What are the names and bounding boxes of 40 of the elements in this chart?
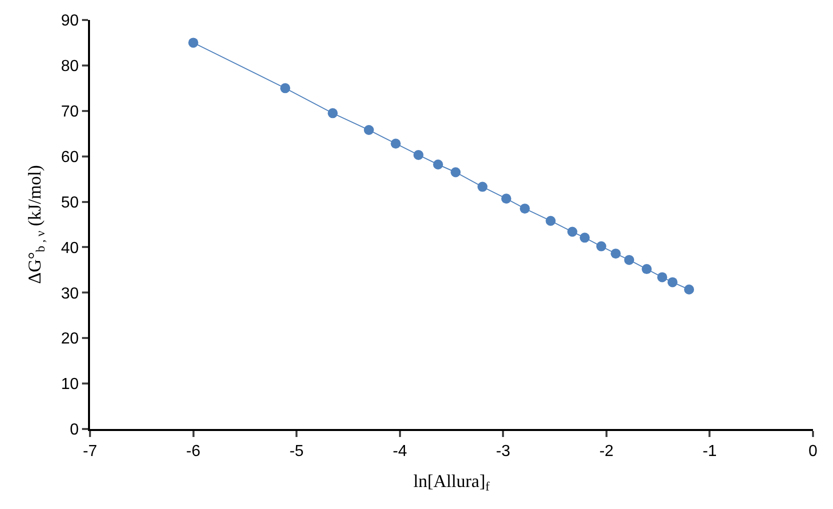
point: [596, 241, 606, 252]
x-tick-label: -5: [289, 443, 304, 460]
point: [280, 83, 290, 94]
x-tick-label: -3: [496, 443, 510, 460]
point: [390, 138, 401, 149]
x-tick-label: -7: [82, 443, 98, 460]
y-tick-label: 90: [61, 12, 79, 30]
point: [684, 284, 694, 294]
y-tick-label: 50: [61, 194, 79, 212]
x-tick-label: -4: [392, 443, 408, 460]
y-tick-label: 70: [61, 103, 79, 120]
point: [188, 38, 198, 48]
y-tick-label: 60: [61, 148, 79, 166]
y-tick-label: 0: [70, 422, 79, 439]
y-tick-label: 30: [61, 285, 79, 302]
point: [520, 204, 530, 214]
x-tick-label: 0: [808, 443, 818, 460]
point: [580, 232, 590, 243]
point: [657, 272, 668, 282]
point: [328, 108, 338, 118]
point: [668, 277, 678, 288]
point: [546, 216, 556, 226]
y-tick-label: 10: [61, 376, 79, 394]
point: [642, 264, 652, 274]
y-tick-label: 20: [61, 330, 79, 348]
point: [501, 194, 512, 204]
y-tick-label: 40: [61, 240, 79, 257]
point: [450, 167, 461, 178]
point: [624, 254, 634, 265]
y-tick-label: 80: [61, 58, 79, 76]
point: [413, 150, 424, 160]
point: [567, 226, 578, 237]
point: [433, 160, 444, 170]
point: [610, 248, 621, 259]
point: [477, 182, 488, 192]
x-tick-label: -6: [186, 443, 200, 460]
x-axis-title: ln[Allura]$_{f}$: [413, 470, 490, 494]
point: [364, 124, 374, 135]
x-tick-label: -1: [702, 443, 717, 460]
x-tick-label: -2: [599, 443, 614, 460]
